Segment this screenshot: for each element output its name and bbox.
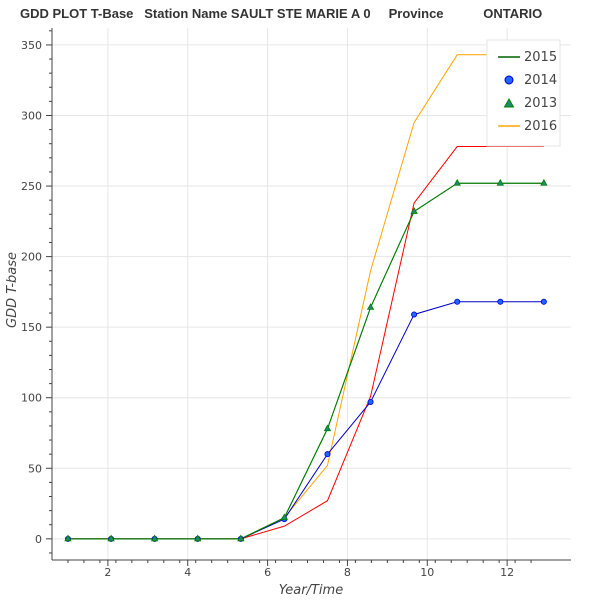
axis-layer: 0 50 100 150 200 250 300 350 2 4 6 8 10 12: [21, 28, 571, 579]
data-point-2013: [453, 178, 461, 186]
y-tick-label: 0: [35, 533, 42, 546]
y-tick-label: 350: [21, 39, 42, 52]
legend: 2015 2014 2013 2016: [486, 39, 561, 147]
legend-item-2015: 2015: [498, 50, 557, 65]
data-point-2013: [107, 534, 115, 542]
data-point-2013: [64, 534, 72, 542]
legend-label: 2013: [524, 96, 557, 111]
data-point-2013: [237, 534, 245, 542]
x-tick-label: 12: [500, 566, 514, 579]
data-point-2013: [540, 178, 548, 186]
data-point-2013: [323, 424, 332, 432]
series-line-2015: [67, 182, 544, 540]
y-axis-title: GDD T-base: [5, 252, 20, 328]
data-point-2013: [194, 534, 202, 542]
x-axis-title: Year/Time: [279, 583, 343, 598]
x-tick-label: 10: [420, 566, 434, 579]
y-tick-label: 150: [21, 321, 42, 334]
x-tick-label: 8: [344, 566, 351, 579]
legend-swatch-circle-icon: [504, 75, 514, 85]
legend-item-2014: 2014: [504, 73, 557, 88]
data-point-2013: [366, 303, 375, 310]
legend-swatch-triangle-icon: [503, 97, 515, 108]
x-tick-label: 6: [264, 566, 271, 579]
data-point-2014: [540, 298, 547, 305]
data-point-2014: [411, 311, 418, 318]
y-tick-label: 200: [21, 251, 42, 264]
y-tick-label: 50: [28, 462, 42, 475]
series-layer: [64, 54, 548, 542]
chart-title: GDD PLOT T-Base Station Name SAULT STE M…: [20, 6, 543, 21]
y-tick-label: 300: [21, 109, 42, 122]
x-tick-label: 2: [104, 566, 111, 579]
grid-layer: [52, 28, 571, 560]
series-line-2014: [67, 301, 544, 540]
legend-item-2013: 2013: [503, 96, 557, 111]
data-point-2013: [410, 207, 418, 214]
series-line-2013: [67, 182, 544, 540]
series-line-unlabeled: [67, 146, 544, 540]
legend-label: 2015: [524, 50, 557, 65]
data-point-2013: [280, 513, 289, 521]
y-tick-label: 250: [21, 180, 42, 193]
x-tick-label: 4: [184, 566, 191, 579]
data-point-2013: [496, 178, 505, 186]
legend-label: 2014: [524, 73, 557, 88]
data-point-2014: [454, 298, 461, 305]
series-line-2016: [67, 54, 544, 540]
data-point-2014: [324, 451, 331, 458]
y-tick-label: 100: [21, 392, 42, 405]
legend-item-2016: 2016: [498, 119, 557, 134]
data-point-2014: [497, 298, 504, 305]
data-point-2014: [367, 398, 374, 405]
legend-label: 2016: [524, 119, 557, 134]
data-point-2013: [150, 534, 159, 542]
